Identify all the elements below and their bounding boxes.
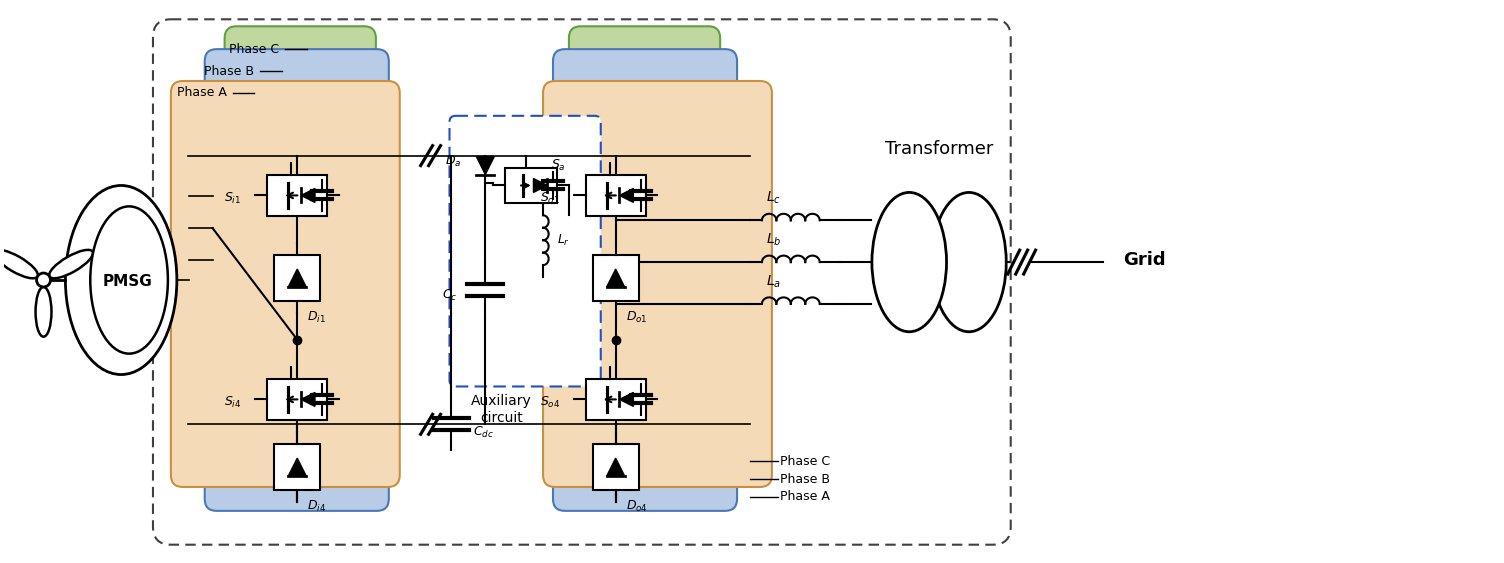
- Text: $S_{i4}$: $S_{i4}$: [224, 395, 242, 410]
- Text: Phase C: Phase C: [781, 454, 830, 468]
- Text: Transformer: Transformer: [884, 140, 993, 158]
- Polygon shape: [289, 269, 307, 287]
- Ellipse shape: [90, 207, 168, 354]
- Text: PMSG: PMSG: [102, 275, 152, 289]
- Bar: [593, 444, 639, 490]
- Bar: [587, 175, 645, 216]
- Text: Auxiliary: Auxiliary: [471, 395, 531, 408]
- Ellipse shape: [36, 287, 51, 337]
- Ellipse shape: [50, 250, 93, 278]
- Bar: [268, 175, 326, 216]
- Text: $S_{i1}$: $S_{i1}$: [224, 191, 242, 206]
- Ellipse shape: [931, 193, 1006, 332]
- Text: $L_c$: $L_c$: [766, 190, 781, 207]
- Bar: [274, 444, 320, 490]
- Text: circuit: circuit: [480, 412, 522, 426]
- FancyBboxPatch shape: [553, 49, 737, 511]
- Bar: [505, 168, 556, 203]
- Text: $S_{o1}$: $S_{o1}$: [540, 191, 559, 206]
- Polygon shape: [534, 178, 547, 193]
- FancyBboxPatch shape: [543, 81, 772, 487]
- Text: $L_r$: $L_r$: [556, 233, 570, 248]
- Ellipse shape: [65, 185, 177, 374]
- Text: $D_{o4}$: $D_{o4}$: [626, 499, 648, 514]
- Text: $D_{o1}$: $D_{o1}$: [626, 310, 647, 325]
- Polygon shape: [301, 392, 314, 406]
- Text: Phase A: Phase A: [781, 490, 830, 503]
- Text: $L_a$: $L_a$: [766, 274, 781, 290]
- FancyBboxPatch shape: [171, 81, 400, 487]
- Text: $S_a$: $S_a$: [550, 158, 566, 173]
- Bar: [593, 255, 639, 301]
- Bar: [587, 378, 645, 421]
- Text: Phase C: Phase C: [229, 43, 280, 56]
- Polygon shape: [606, 269, 624, 287]
- Polygon shape: [620, 189, 633, 202]
- FancyBboxPatch shape: [569, 26, 720, 230]
- Text: Grid: Grid: [1123, 251, 1166, 269]
- Polygon shape: [620, 392, 633, 406]
- Polygon shape: [301, 189, 314, 202]
- Text: Phase B: Phase B: [205, 65, 254, 78]
- Ellipse shape: [0, 250, 38, 278]
- Text: Phase B: Phase B: [781, 472, 830, 485]
- Text: $C_c$: $C_c$: [442, 288, 457, 303]
- Polygon shape: [289, 458, 307, 476]
- Ellipse shape: [872, 193, 946, 332]
- Bar: [274, 255, 320, 301]
- FancyBboxPatch shape: [450, 116, 600, 386]
- Text: $D_{i1}$: $D_{i1}$: [307, 310, 326, 325]
- FancyBboxPatch shape: [205, 49, 390, 511]
- FancyBboxPatch shape: [224, 26, 376, 230]
- Text: Phase A: Phase A: [177, 87, 227, 100]
- Text: $S_{o4}$: $S_{o4}$: [540, 395, 559, 410]
- Text: $L_b$: $L_b$: [766, 232, 782, 248]
- Polygon shape: [606, 458, 624, 476]
- Bar: [268, 378, 326, 421]
- Circle shape: [36, 273, 51, 287]
- Text: $D_a$: $D_a$: [445, 154, 462, 169]
- Text: $D_{i4}$: $D_{i4}$: [307, 499, 326, 514]
- Text: $C_{dc}$: $C_{dc}$: [474, 425, 495, 440]
- Polygon shape: [477, 157, 495, 175]
